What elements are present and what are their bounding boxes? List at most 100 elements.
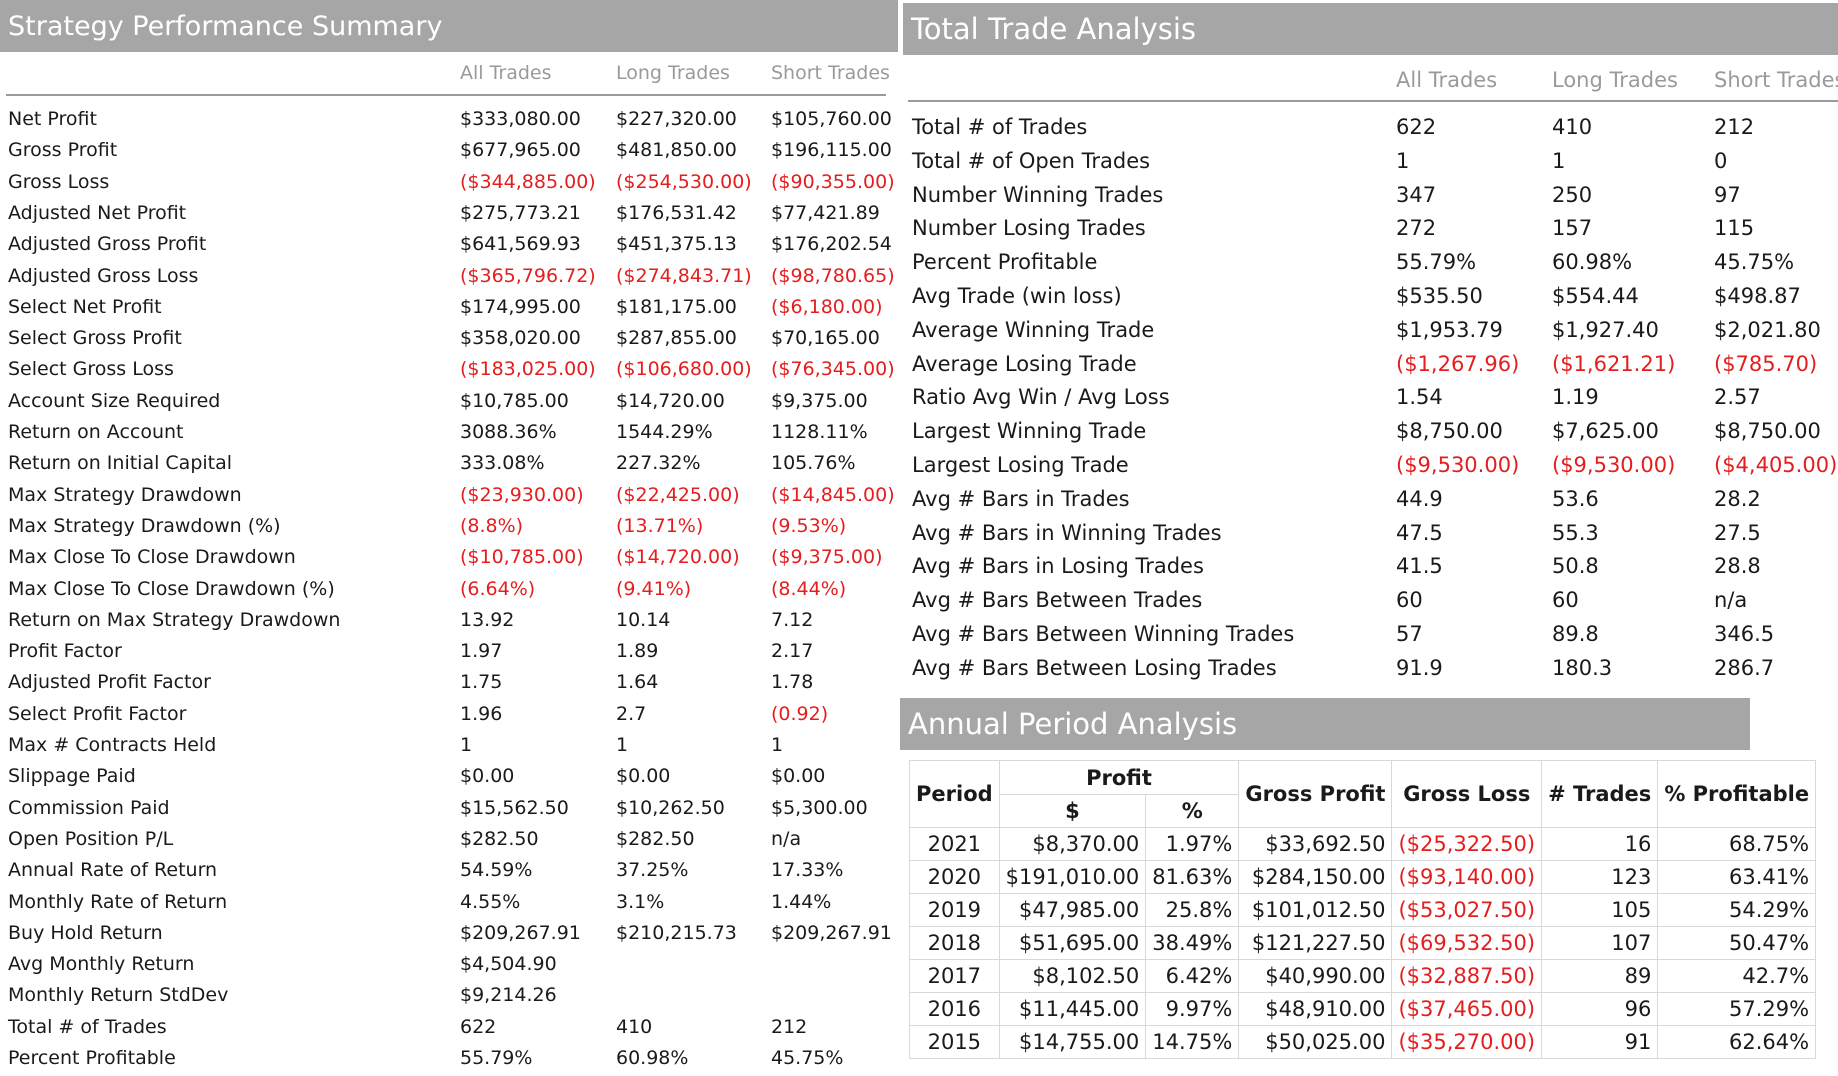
tta-cell-all: 1.54 [1396,385,1443,410]
sps-row-label: Percent Profitable [8,1047,176,1069]
tta-cell-long: $7,625.00 [1552,419,1659,444]
sps-row-label: Adjusted Profit Factor [8,671,211,694]
sps-row-label: Select Gross Profit [8,327,182,350]
apa-cell-trades: 123 [1541,860,1659,894]
sps-cell-long: 1.64 [616,671,659,694]
tta-cell-all: $535.50 [1396,284,1483,308]
apa-cell-pct-profitable: 63.41% [1657,860,1817,894]
sps-cell-long: ($22,425.00) [616,483,740,506]
apa-cell-pct: 1.97% [1145,827,1240,861]
sps-cell-all: ($344,885.00) [460,170,596,193]
sps-row: Account Size Required $10,785.00 $14,720.0… [0,386,898,417]
tta-cell-long: 157 [1552,216,1593,241]
sps-cell-short: (9.53%) [771,514,847,537]
sps-cell-long: $10,262.50 [616,796,725,819]
apa-cell-pct: 9.97% [1145,992,1240,1026]
sps-cell-all: ($183,025.00) [460,358,596,381]
sps-cell-all: $333,080.00 [460,108,581,130]
sps-row-label: Select Profit Factor [8,702,187,725]
tta-cell-short: 28.2 [1714,486,1761,511]
apa-cell-gross-loss: ($25,322.50) [1391,827,1543,861]
sps-row-label: Return on Account [8,421,184,443]
sps-row: Max Strategy Drawdown (%) (8.8%) (13.71%) (… [0,511,898,542]
sps-row: Open Position P/L $282.50 $282.50 n/a [0,824,898,855]
total-trade-analysis-title: Total Trade Analysis [903,3,1838,55]
sps-cell-short: (0.92) [771,702,829,725]
apa-cell-pct: 81.63% [1145,860,1240,894]
sps-row: Total # of Trades 622 410 212 [0,1012,898,1043]
tta-cell-long: 1.19 [1552,385,1599,410]
tta-row-label: Largest Winning Trade [912,419,1147,444]
sps-row: Select Net Profit $174,995.00 $181,175.00 (… [0,292,898,323]
tta-cell-short: 212 [1714,115,1755,139]
apa-cell-pct: 6.42% [1145,959,1240,993]
sps-cell-short: 1 [771,734,784,756]
sps-cell-all: $275,773.21 [460,201,581,224]
sps-row: Adjusted Net Profit $275,773.21 $176,531.4… [0,198,898,229]
apa-col-profit: Profit [998,760,1240,795]
tta-cell-short: ($4,405.00) [1714,453,1838,477]
sps-row-label: Max Close To Close Drawdown [8,546,296,569]
sps-row-label: Account Size Required [8,389,221,412]
sps-cell-short: 105.76% [771,452,856,475]
apa-cell-trades: 96 [1541,992,1659,1026]
tta-cell-all: 55.79% [1396,250,1477,275]
sps-cell-all: $10,785.00 [460,389,569,412]
tta-cell-all: 347 [1396,182,1437,207]
sps-cell-short: $5,300.00 [771,796,868,819]
tta-cell-all: $1,953.79 [1396,317,1503,342]
tta-row-label: Largest Losing Trade [912,453,1129,477]
tta-row: Avg # Bars Between Losing Trades 91.9 180.… [0,653,1838,684]
sps-row-label: Max Close To Close Drawdown (%) [8,577,335,600]
sps-row: Adjusted Gross Loss ($365,796.72) ($274,84… [0,261,898,292]
sps-cell-long: 227.32% [616,452,701,475]
tta-cell-short: 2.57 [1714,385,1761,410]
sps-cell-all: 1.75 [460,671,503,694]
sps-row: Select Gross Loss ($183,025.00) ($106,680.… [0,354,898,385]
sps-cell-long: 3.1% [616,890,665,913]
tta-cell-short: 346.5 [1714,622,1775,646]
apa-cell-pct-profitable: 68.75% [1657,827,1817,861]
tta-cell-short: n/a [1714,588,1748,613]
sps-cell-all: $677,965.00 [460,139,581,162]
tta-col-all: All Trades [1396,68,1498,92]
sps-cell-long: $14,720.00 [616,389,725,412]
apa-col-gross-profit: Gross Profit [1238,760,1393,828]
tta-cell-short: $8,750.00 [1714,419,1821,444]
apa-row: 2019 $47,985.00 25.8% $101,012.50 ($53,027.5… [909,893,1817,927]
sps-row: Net Profit $333,080.00 $227,320.00 $105,760… [0,104,898,135]
sps-cell-short: n/a [771,827,802,850]
sps-cell-all: $282.50 [460,827,539,850]
tta-cell-long: ($9,530.00) [1552,453,1676,477]
apa-cell-gross-profit: $50,025.00 [1238,1025,1393,1059]
apa-cell-profit: $8,102.50 [998,959,1147,993]
apa-cell-trades: 91 [1541,1025,1659,1059]
sps-row-label: Adjusted Net Profit [8,201,187,224]
apa-col-profit-dollar: $ [998,794,1147,828]
sps-cell-all: $0.00 [460,765,515,788]
sps-cell-long: $210,215.73 [616,921,737,944]
sps-row-label: Monthly Return StdDev [8,984,229,1007]
apa-cell-gross-loss: ($37,465.00) [1391,992,1543,1026]
sps-cell-long: ($14,720.00) [616,546,740,569]
sps-row-label: Adjusted Gross Loss [8,264,199,287]
tta-row-label: Avg # Bars Between Losing Trades [912,655,1277,680]
tta-row-label: Avg # Bars in Trades [912,486,1130,511]
tta-cell-long: 60.98% [1552,250,1633,275]
sps-row: Gross Profit $677,965.00 $481,850.00 $196,1… [0,135,898,166]
sps-row: Buy Hold Return $209,267.91 $210,215.73 $20… [0,918,898,949]
sps-cell-long: $176,531.42 [616,201,737,224]
tta-col-long: Long Trades [1552,68,1678,92]
tta-row: Avg Trade (win loss) $535.50 $554.44 $498.8… [0,281,1838,312]
sps-row-label: Return on Initial Capital [8,452,233,475]
sps-cell-short: ($6,180.00) [771,295,883,318]
sps-row-label: Profit Factor [8,640,122,663]
sps-cell-long: ($106,680.00) [616,358,752,381]
sps-cell-short: $209,267.91 [771,921,892,944]
tta-row: Avg # Bars Between Winning Trades 57 89.8 3… [0,619,1838,650]
tta-row-label: Total # of Open Trades [912,148,1151,173]
apa-cell-period: 2015 [909,1025,1000,1059]
tta-cell-short: ($785.70) [1714,351,1818,376]
sps-cell-all: (6.64%) [460,577,536,600]
annual-period-table: Period Profit Gross Profit Gross Loss # … [909,760,1817,1059]
